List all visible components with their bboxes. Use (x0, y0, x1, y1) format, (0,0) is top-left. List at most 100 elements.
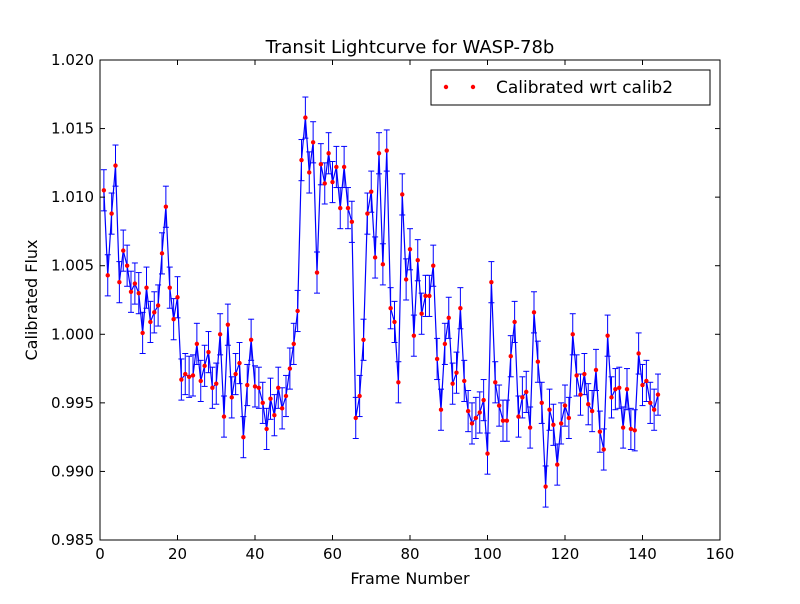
data-point (171, 317, 176, 322)
data-point (504, 418, 510, 423)
data-point (574, 373, 579, 378)
data-point (128, 289, 134, 294)
data-point (345, 205, 351, 211)
data-point (260, 400, 265, 406)
data-point (535, 359, 541, 364)
data-point (485, 451, 490, 456)
data-point (109, 211, 114, 216)
data-point (113, 163, 118, 168)
chart-title: Transit Lightcurve for WASP-78b (265, 37, 555, 58)
data-point (229, 395, 234, 400)
data-point (148, 319, 153, 325)
data-point (489, 279, 494, 285)
data-point (357, 393, 362, 399)
legend-marker (470, 84, 476, 90)
data-point (458, 306, 463, 311)
data-point (183, 371, 188, 377)
data-point (140, 330, 145, 336)
y-tick-label: 1.020 (51, 51, 94, 69)
legend-box (430, 69, 711, 106)
data-point (613, 386, 618, 392)
data-point (403, 277, 409, 282)
data-point (465, 408, 471, 414)
data-point (202, 363, 207, 369)
data-point (198, 378, 203, 384)
data-point (179, 377, 184, 382)
data-point (582, 371, 587, 377)
data-point (462, 378, 467, 384)
data-point (620, 425, 626, 430)
data-point (365, 211, 370, 216)
data-point (450, 381, 455, 386)
data-point (353, 415, 358, 421)
data-point (508, 354, 513, 359)
data-point (276, 385, 281, 390)
data-point (551, 422, 556, 427)
data-point (628, 426, 634, 432)
data-point (586, 402, 591, 407)
x-tick-label: 160 (706, 545, 735, 563)
data-point (159, 251, 165, 256)
data-point (597, 429, 603, 434)
data-point (326, 151, 331, 156)
data-point (152, 310, 157, 315)
data-point (411, 333, 417, 338)
plot-area (100, 96, 661, 508)
data-point (136, 290, 141, 296)
data-point (644, 378, 649, 384)
data-point (105, 273, 110, 278)
data-point (307, 170, 312, 175)
x-tick-label: 0 (95, 545, 105, 563)
data-point (299, 157, 304, 163)
data-point (268, 396, 273, 401)
data-point (217, 332, 223, 337)
data-point (640, 382, 645, 388)
data-point (338, 205, 343, 211)
data-point (330, 179, 335, 185)
data-point (473, 415, 479, 421)
data-point (516, 414, 521, 419)
x-tick-label: 80 (400, 545, 419, 563)
data-point (272, 413, 277, 418)
data-point (496, 403, 502, 408)
data-point (431, 263, 436, 268)
data-point (376, 151, 382, 156)
data-point (500, 418, 506, 423)
data-point (144, 285, 149, 290)
data-point (655, 392, 661, 397)
data-point (314, 270, 320, 275)
y-tick-label: 0.985 (51, 531, 94, 549)
data-point (124, 263, 130, 268)
data-point (291, 341, 296, 347)
data-point (318, 162, 324, 167)
data-point (493, 380, 498, 385)
data-point (407, 247, 413, 252)
data-point (341, 164, 347, 170)
legend-label: Calibrated wrt calib2 (496, 78, 673, 98)
y-tick-label: 1.005 (51, 257, 94, 275)
data-point (566, 415, 572, 421)
data-point (245, 382, 250, 388)
data-point (310, 140, 316, 145)
data-point (392, 319, 397, 325)
data-point (558, 421, 564, 426)
data-point (648, 400, 653, 406)
data-point (624, 386, 630, 392)
data-point (524, 389, 529, 395)
data-point (423, 293, 428, 299)
data-point (520, 395, 525, 400)
data-point (117, 279, 122, 285)
data-point (334, 164, 339, 170)
data-point (214, 381, 219, 386)
data-point (605, 333, 610, 338)
data-point (617, 385, 622, 390)
data-point (361, 337, 366, 342)
x-tick-label: 60 (323, 545, 342, 563)
data-point (190, 373, 196, 378)
data-point (562, 403, 568, 408)
x-tick-label: 20 (168, 545, 187, 563)
data-point (438, 407, 444, 412)
data-point (194, 341, 200, 347)
data-point (609, 395, 614, 400)
data-point (446, 315, 451, 321)
